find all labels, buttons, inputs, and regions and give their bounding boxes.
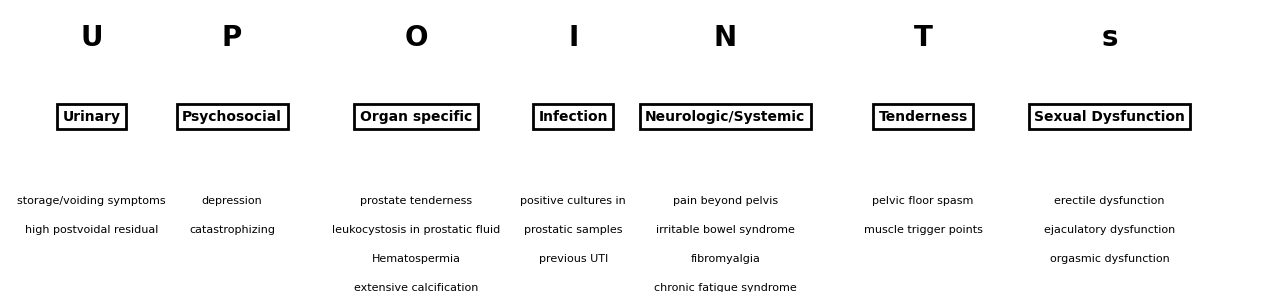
Text: pain beyond pelvis: pain beyond pelvis (673, 196, 777, 206)
Text: irritable bowel syndrome: irritable bowel syndrome (656, 225, 795, 235)
Text: depression: depression (202, 196, 262, 206)
Text: Tenderness: Tenderness (879, 110, 967, 124)
Text: positive cultures in: positive cultures in (520, 196, 626, 206)
Text: Psychosocial: Psychosocial (183, 110, 281, 124)
Text: O: O (404, 24, 427, 52)
Text: prostatic samples: prostatic samples (524, 225, 623, 235)
Text: erectile dysfunction: erectile dysfunction (1054, 196, 1165, 206)
Text: prostate tenderness: prostate tenderness (360, 196, 472, 206)
Text: N: N (714, 24, 737, 52)
Text: catastrophizing: catastrophizing (189, 225, 275, 235)
Text: previous UTI: previous UTI (539, 254, 607, 264)
Text: Neurologic/Systemic: Neurologic/Systemic (645, 110, 805, 124)
Text: T: T (914, 24, 932, 52)
Text: s: s (1101, 24, 1118, 52)
Text: fibromyalgia: fibromyalgia (690, 254, 761, 264)
Text: Sexual Dysfunction: Sexual Dysfunction (1035, 110, 1184, 124)
Text: P: P (222, 24, 242, 52)
Text: U: U (80, 24, 103, 52)
Text: Organ specific: Organ specific (360, 110, 472, 124)
Text: pelvic floor spasm: pelvic floor spasm (872, 196, 974, 206)
Text: I: I (568, 24, 578, 52)
Text: high postvoidal residual: high postvoidal residual (24, 225, 158, 235)
Text: chronic fatigue syndrome: chronic fatigue syndrome (654, 283, 796, 292)
Text: ejaculatory dysfunction: ejaculatory dysfunction (1044, 225, 1175, 235)
Text: Infection: Infection (539, 110, 607, 124)
Text: extensive calcification: extensive calcification (354, 283, 478, 292)
Text: muscle trigger points: muscle trigger points (864, 225, 983, 235)
Text: orgasmic dysfunction: orgasmic dysfunction (1050, 254, 1169, 264)
Text: leukocystosis in prostatic fluid: leukocystosis in prostatic fluid (332, 225, 500, 235)
Text: Urinary: Urinary (62, 110, 120, 124)
Text: storage/voiding symptoms: storage/voiding symptoms (16, 196, 166, 206)
Text: Hematospermia: Hematospermia (372, 254, 460, 264)
